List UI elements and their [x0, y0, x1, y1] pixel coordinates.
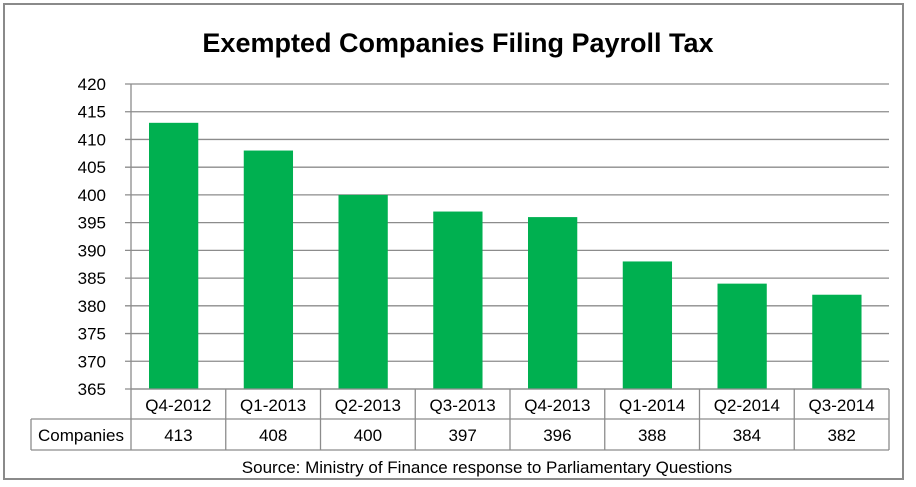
- source-note: Source: Ministry of Finance response to …: [242, 458, 732, 477]
- bar: [528, 217, 578, 389]
- y-tick-label: 380: [78, 297, 106, 316]
- x-tick-label: Q3-2013: [430, 396, 496, 415]
- y-tick-label: 405: [78, 158, 106, 177]
- bar: [717, 283, 767, 389]
- y-tick-label: 395: [78, 214, 106, 233]
- y-tick-label: 420: [78, 75, 106, 94]
- x-tick-label: Q3-2014: [809, 396, 875, 415]
- table-series-label: Companies: [38, 426, 124, 445]
- x-tick-label: Q2-2013: [335, 396, 401, 415]
- chart-frame: [3, 3, 904, 480]
- bar: [433, 211, 483, 389]
- y-tick-label: 365: [78, 380, 106, 399]
- bar: [622, 261, 673, 389]
- x-tick-label: Q4-2013: [524, 396, 590, 415]
- bar: [243, 150, 294, 389]
- x-tick-label: Q4-2012: [145, 396, 211, 415]
- y-tick-label: 375: [78, 325, 106, 344]
- y-tick-label: 390: [78, 241, 106, 260]
- data-label: 408: [259, 426, 287, 445]
- data-label: 396: [543, 426, 571, 445]
- bar: [338, 194, 388, 389]
- x-tick-label: Q1-2014: [619, 396, 685, 415]
- y-tick-label: 415: [78, 103, 106, 122]
- data-label: 397: [448, 426, 476, 445]
- y-tick-label: 400: [78, 186, 106, 205]
- data-label: 384: [733, 426, 761, 445]
- x-tick-label: Q1-2013: [240, 396, 306, 415]
- data-label: 400: [354, 426, 382, 445]
- bar: [812, 294, 862, 389]
- data-label: 382: [827, 426, 855, 445]
- data-label: 413: [164, 426, 192, 445]
- chart-title: Exempted Companies Filing Payroll Tax: [202, 28, 713, 58]
- y-tick-label: 370: [78, 352, 106, 371]
- y-tick-label: 410: [78, 130, 106, 149]
- bar: [149, 122, 199, 390]
- x-tick-label: Q2-2014: [714, 396, 780, 415]
- y-tick-label: 385: [78, 269, 106, 288]
- data-label: 388: [638, 426, 666, 445]
